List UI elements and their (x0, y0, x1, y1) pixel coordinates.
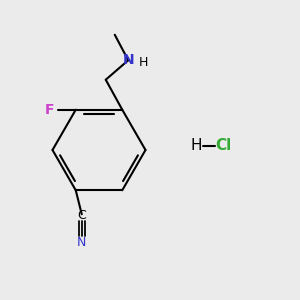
Text: H: H (191, 138, 202, 153)
Text: F: F (45, 103, 54, 117)
Text: N: N (77, 236, 86, 249)
Text: C: C (77, 209, 86, 222)
Text: H: H (139, 56, 148, 69)
Text: Cl: Cl (215, 138, 232, 153)
Text: N: N (123, 52, 135, 67)
